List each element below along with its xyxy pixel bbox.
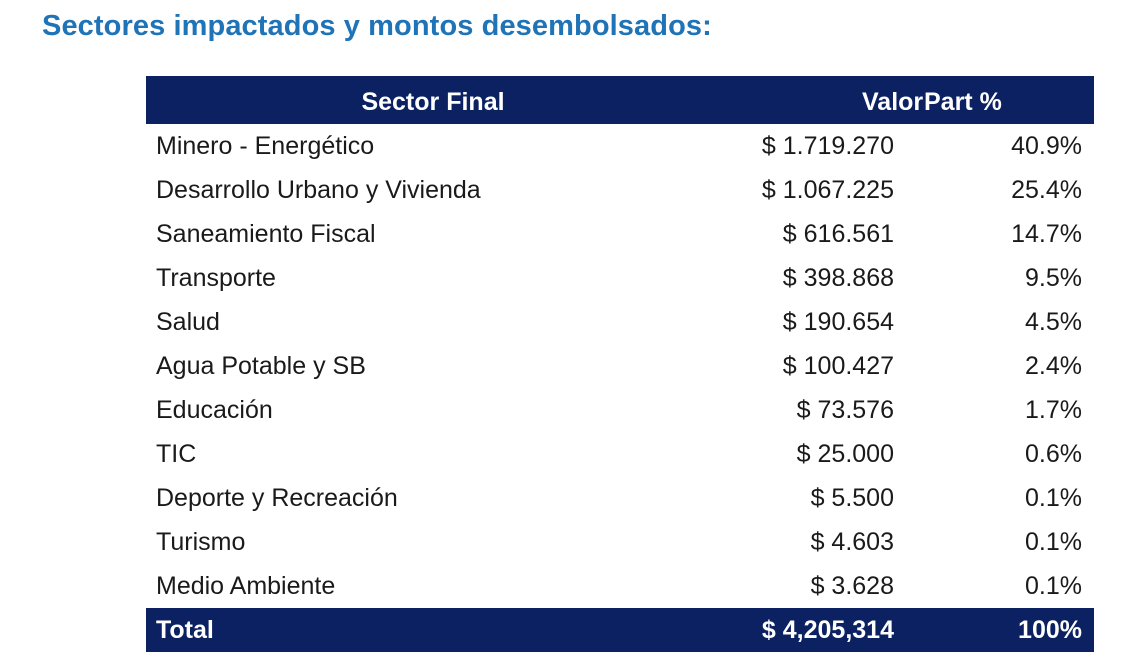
- cell-part: 0.1%: [1025, 527, 1082, 556]
- cell-part: 0.1%: [1025, 571, 1082, 600]
- table-header: Sector Final Valor Part %: [146, 76, 1094, 124]
- cell-sector: Agua Potable y SB: [156, 351, 366, 380]
- cell-valor: $ 3.628: [810, 571, 894, 600]
- total-valor: $ 4,205,314: [761, 615, 894, 644]
- column-header-valor: Valor: [862, 87, 924, 116]
- table-header-row: Sector Final Valor Part %: [146, 76, 1094, 124]
- cell-sector: Deporte y Recreación: [156, 483, 398, 512]
- column-header-sector: Sector Final: [361, 87, 505, 116]
- table-body: Minero - Energético $ 1.719.270 40.9% De…: [146, 124, 1094, 608]
- cell-sector: Saneamiento Fiscal: [156, 219, 376, 248]
- cell-sector: Educación: [156, 395, 273, 424]
- page-title: Sectores impactados y montos desembolsad…: [42, 10, 712, 42]
- cell-part: 1.7%: [1025, 395, 1082, 424]
- cell-part: 2.4%: [1025, 351, 1082, 380]
- cell-valor: $ 100.427: [782, 351, 894, 380]
- table-row: Saneamiento Fiscal $ 616.561 14.7%: [146, 212, 1094, 256]
- cell-sector: Turismo: [156, 527, 246, 556]
- total-row: Total $ 4,205,314 100%: [146, 608, 1094, 652]
- cell-part: 4.5%: [1025, 307, 1082, 336]
- table-row: Minero - Energético $ 1.719.270 40.9%: [146, 124, 1094, 168]
- table-row: Agua Potable y SB $ 100.427 2.4%: [146, 344, 1094, 388]
- cell-sector: TIC: [156, 439, 197, 468]
- table-row: Salud $ 190.654 4.5%: [146, 300, 1094, 344]
- cell-valor: $ 616.561: [782, 219, 894, 248]
- total-part: 100%: [1018, 615, 1082, 644]
- cell-valor: $ 190.654: [782, 307, 894, 336]
- cell-part: 40.9%: [1011, 131, 1082, 160]
- table-row: Desarrollo Urbano y Vivienda $ 1.067.225…: [146, 168, 1094, 212]
- table-footer: Total $ 4,205,314 100%: [146, 608, 1094, 652]
- cell-sector: Minero - Energético: [156, 131, 375, 160]
- cell-sector: Transporte: [156, 263, 276, 292]
- cell-sector: Salud: [156, 307, 220, 336]
- cell-valor: $ 1.719.270: [761, 131, 894, 160]
- table-row: Deporte y Recreación $ 5.500 0.1%: [146, 476, 1094, 520]
- table-row: TIC $ 25.000 0.6%: [146, 432, 1094, 476]
- total-label: Total: [156, 615, 214, 644]
- cell-sector: Medio Ambiente: [156, 571, 336, 600]
- column-header-part: Part %: [924, 87, 1002, 116]
- cell-valor: $ 1.067.225: [761, 175, 894, 204]
- table-row: Medio Ambiente $ 3.628 0.1%: [146, 564, 1094, 608]
- cell-valor: $ 4.603: [810, 527, 894, 556]
- cell-part: 25.4%: [1011, 175, 1082, 204]
- table-row: Educación $ 73.576 1.7%: [146, 388, 1094, 432]
- cell-part: 0.6%: [1025, 439, 1082, 468]
- table-row: Turismo $ 4.603 0.1%: [146, 520, 1094, 564]
- cell-valor: $ 25.000: [796, 439, 894, 468]
- table-row: Transporte $ 398.868 9.5%: [146, 256, 1094, 300]
- cell-part: 14.7%: [1011, 219, 1082, 248]
- cell-sector: Desarrollo Urbano y Vivienda: [156, 175, 481, 204]
- cell-part: 0.1%: [1025, 483, 1082, 512]
- cell-valor: $ 73.576: [796, 395, 894, 424]
- sector-table: Sector Final Valor Part % Minero - Energ…: [146, 76, 1094, 652]
- cell-valor: $ 5.500: [810, 483, 894, 512]
- cell-valor: $ 398.868: [782, 263, 894, 292]
- cell-part: 9.5%: [1025, 263, 1082, 292]
